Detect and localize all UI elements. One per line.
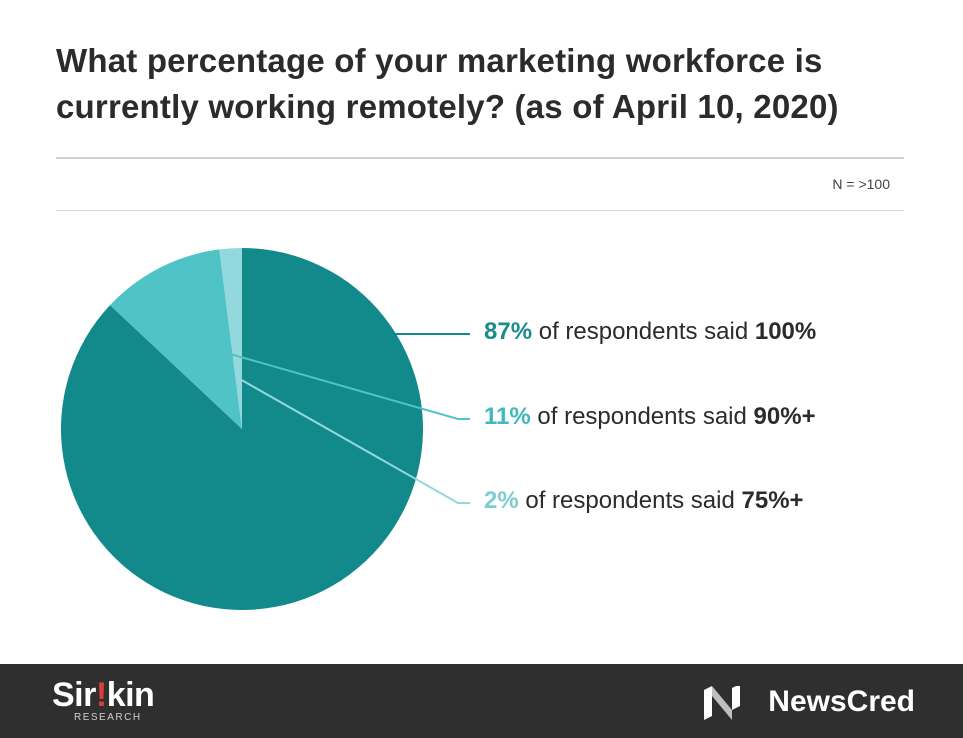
top-divider — [56, 157, 904, 159]
chart-title: What percentage of your marketing workfo… — [56, 38, 936, 130]
legend-item: 11% of respondents said 90%+ — [484, 403, 816, 431]
legend-answer: 90%+ — [753, 403, 816, 430]
pie-chart — [60, 248, 470, 611]
newscred-logo-text: NewsCred — [768, 685, 915, 718]
legend-item: 87% of respondents said 100% — [484, 318, 816, 346]
bottom-divider — [56, 210, 904, 211]
pie-slice-75 — [219, 248, 242, 429]
newscred-logo-icon — [704, 686, 740, 720]
legend-text: of respondents said — [532, 318, 755, 345]
sirkin-logo-text-2: kin — [106, 676, 155, 714]
leader-line — [238, 377, 470, 504]
legend-answer: 100% — [754, 318, 817, 345]
footer-bar: Sir!kin RESEARCH NewsCred — [0, 664, 963, 738]
legend-text: of respondents said — [518, 487, 742, 514]
legend-answer: 75%+ — [741, 487, 804, 514]
leader-line — [198, 344, 470, 420]
pie-slice-100 — [60, 248, 424, 611]
legend-percentage: 2% — [484, 487, 519, 514]
sirkin-logo-bang: ! — [95, 676, 107, 714]
legend-percentage: 11% — [484, 403, 531, 430]
sirkin-research-label: RESEARCH — [74, 712, 142, 723]
title-line-1: What percentage of your marketing workfo… — [56, 42, 823, 79]
sample-size-label: N = >100 — [832, 176, 890, 192]
pie-slice-90 — [110, 249, 243, 429]
legend-percentage: 87% — [484, 318, 533, 345]
sirkin-logo-text-1: Sir — [52, 676, 96, 714]
title-line-2: currently working remotely? (as of April… — [56, 88, 839, 125]
sirkin-logo: Sir!kin — [52, 676, 155, 714]
legend-text: of respondents said — [530, 403, 754, 430]
legend-item: 2% of respondents said 75%+ — [484, 487, 804, 515]
